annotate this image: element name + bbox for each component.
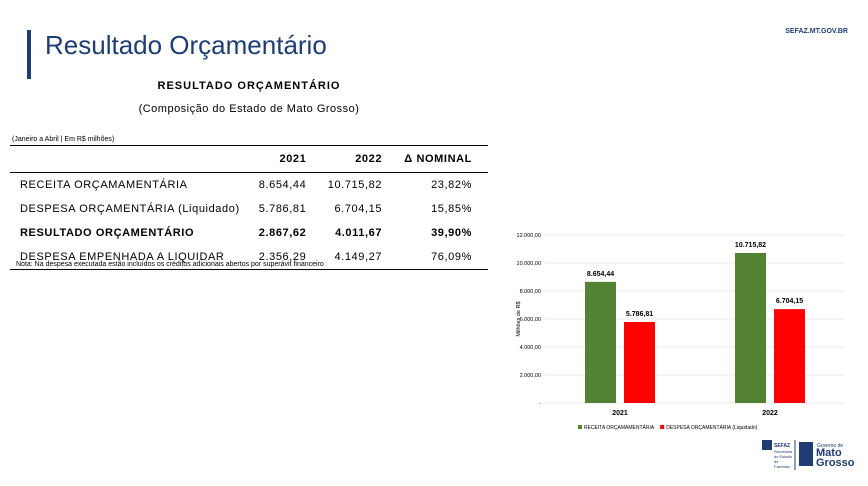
bar (624, 321, 655, 403)
table-cell: 2.867,62 (258, 227, 307, 239)
table-row: RECEITA ORÇAMAMENTÁRIA 8.654,44 10.715,82 2… (10, 173, 488, 198)
table-note: Nota: Na despesa executada estão incluíd… (16, 261, 324, 268)
table-cell: 4.149,27 (322, 245, 399, 270)
table-cell: DESPESA EMPENHADA A LIQUIDAR (10, 245, 254, 270)
logo-icon (762, 440, 772, 450)
table-subtitle: (Composição do Estado de Mato Grosso) (138, 103, 360, 115)
header-cell (10, 145, 254, 173)
x-tick-label: 2022 (762, 410, 778, 417)
y-tick-label: 2.000,00 (520, 373, 541, 379)
table-cell: 39,90% (431, 227, 472, 239)
y-tick-label: - (539, 401, 541, 407)
value-label: 10.715,82 (735, 242, 766, 249)
logo-text-box: Secretaria de Estado de Fazenda (774, 449, 793, 469)
header-cell: 2021 (253, 145, 323, 173)
y-tick-label: 6.000,00 (520, 317, 541, 323)
table-row: DESPESA ORÇAMENTÁRIA (Liquidado) 5.786,81… (10, 197, 488, 221)
y-tick-label: 10.000,00 (517, 261, 541, 267)
logo: SEFAZ Secretaria de Estado de Fazenda Go… (762, 440, 855, 470)
results-table: 2021 2022 Δ NOMINAL RECEITA ORÇAMAMENTÁRIA 8… (10, 145, 488, 270)
table-cell: 5.786,81 (258, 203, 307, 215)
table-cell: 23,82% (431, 179, 472, 191)
y-tick-label: 12.000,00 (517, 233, 541, 239)
table-period: (Janeiro a Abril | Em R$ milhões) (12, 136, 115, 143)
table-title: RESULTADO ORÇAMENTÁRIO (157, 80, 341, 92)
bar (585, 281, 616, 403)
value-label: 5.786,81 (626, 311, 653, 318)
logo-agency: SEFAZ (774, 443, 790, 449)
legend-swatch (660, 425, 665, 429)
bar (774, 309, 805, 403)
table-cell: RESULTADO ORÇAMENTÁRIO (20, 227, 195, 239)
table-cell: 6.704,15 (334, 203, 383, 215)
legend-label: DESPESA ORÇAMENTÁRIA (Liquidado) (666, 424, 757, 431)
table-cell: 76,09% (398, 245, 488, 270)
header-cell: 2022 (322, 145, 399, 173)
table-cell: RECEITA ORÇAMAMENTÁRIA (20, 179, 188, 191)
table-row: DESPESA EMPENHADA A LIQUIDAR 2.356,29 4.14… (10, 245, 488, 270)
header-row: 2021 2022 Δ NOMINAL (10, 145, 488, 173)
slide-title: Resultado Orçamentário (45, 30, 327, 60)
legend-label: RECEITA ORÇAMAMENTÁRIA (584, 424, 655, 431)
table-cell: 8.654,44 (258, 179, 307, 191)
bar (735, 252, 766, 403)
site-url: SEFAZ.MT.GOV.BR (785, 28, 848, 35)
table-cell: 15,85% (431, 203, 472, 215)
header-cell: Δ NOMINAL (398, 145, 488, 173)
logo-state-box: Mato Grosso (816, 448, 855, 469)
value-label: 6.704,15 (776, 298, 803, 305)
logo-state: Mato Grosso (816, 448, 855, 469)
table-cell: 4.011,67 (335, 227, 383, 239)
title-accent (27, 30, 31, 79)
y-tick-label: 8.000,00 (520, 289, 541, 295)
logo-emblem (799, 442, 813, 466)
x-tick-label: 2021 (612, 410, 628, 417)
logo-agency-full: Secretaria de Estado de Fazenda (774, 449, 793, 469)
y-tick-label: 4.000,00 (520, 345, 541, 351)
logo-gov: Governo de (817, 443, 843, 449)
value-label: 8.654,44 (587, 271, 614, 278)
table-cell: 10.715,82 (327, 179, 383, 191)
legend-swatch (578, 425, 582, 429)
table-cell: 2.356,29 (253, 245, 323, 270)
y-axis-label: Milhões de R$ (516, 301, 522, 336)
table-row: RESULTADO ORÇAMENTÁRIO 2.867,62 4.011,67 39… (10, 221, 488, 245)
table-cell: DESPESA ORÇAMENTÁRIA (Liquidado) (20, 203, 240, 215)
